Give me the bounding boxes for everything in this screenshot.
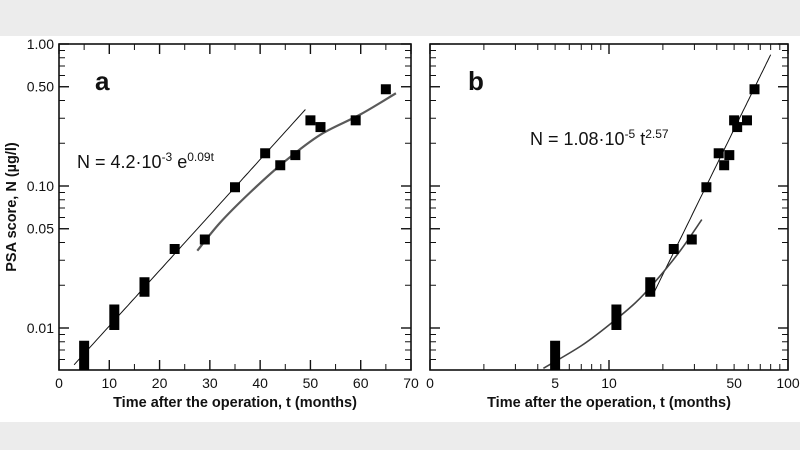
fit-equation: N = 1.08·10-5 t2.57 bbox=[530, 127, 669, 149]
equation-exponent-2: 0.09t bbox=[187, 150, 214, 164]
data-point bbox=[169, 244, 180, 255]
data-point bbox=[350, 115, 361, 126]
x-tick-label: 10 bbox=[601, 375, 617, 391]
x-tick-label: 60 bbox=[353, 375, 369, 391]
panel-label: a bbox=[95, 66, 110, 96]
data-point bbox=[109, 304, 120, 330]
data-point bbox=[305, 115, 316, 126]
fit-line bbox=[654, 54, 772, 292]
fit-line bbox=[73, 109, 306, 366]
equation-exponent-2: 2.57 bbox=[645, 127, 669, 141]
x-tick-label: 30 bbox=[202, 375, 218, 391]
y-tick-label: 0.01 bbox=[27, 320, 54, 336]
equation-exponent-1: -5 bbox=[625, 127, 636, 141]
x-tick-label: 50 bbox=[303, 375, 319, 391]
panel-label: b bbox=[468, 66, 484, 96]
data-point bbox=[199, 234, 210, 245]
data-point bbox=[315, 122, 326, 133]
data-point bbox=[668, 244, 679, 255]
data-point bbox=[701, 182, 712, 193]
y-tick-label: 1.00 bbox=[27, 36, 54, 52]
x-tick-label: 70 bbox=[403, 375, 419, 391]
figure-panel bbox=[0, 36, 800, 422]
data-point bbox=[724, 150, 735, 161]
fit-equation: N = 4.2·10-3 e0.09t bbox=[77, 150, 215, 172]
data-point bbox=[749, 84, 760, 95]
y-tick-label: 0.05 bbox=[27, 221, 54, 237]
y-tick-label: 0.50 bbox=[27, 79, 54, 95]
data-point bbox=[260, 148, 271, 159]
x-tick-label: 0 bbox=[426, 375, 434, 391]
second-fit-curve bbox=[196, 92, 397, 252]
chart-b: 0 5 10 50 100 Time after the operation, t (mo… bbox=[426, 43, 800, 411]
x-tick-label: 100 bbox=[776, 375, 800, 391]
data-point bbox=[645, 277, 656, 297]
x-tick-label: 40 bbox=[252, 375, 268, 391]
equation-mid: e bbox=[172, 152, 187, 172]
data-point bbox=[275, 160, 286, 171]
data-point bbox=[139, 277, 150, 297]
data-point bbox=[713, 148, 724, 159]
equation-mid: t bbox=[635, 129, 645, 149]
data-point bbox=[290, 150, 301, 161]
data-point bbox=[729, 115, 740, 126]
x-axis-label: Time after the operation, t (months) bbox=[113, 395, 357, 411]
data-point bbox=[230, 182, 240, 193]
data-point bbox=[686, 234, 697, 245]
x-tick-label: 0 bbox=[55, 375, 63, 391]
second-fit-curve bbox=[542, 219, 703, 370]
equation-exponent-1: -3 bbox=[162, 150, 173, 164]
x-axis-label: Time after the operation, t (months) bbox=[487, 395, 731, 411]
data-point bbox=[611, 304, 622, 330]
x-tick-label: 50 bbox=[726, 375, 742, 391]
chart-a: 0.01 0.05 0.10 0.50 1.00 PSA score, N (µg/l) 0… bbox=[4, 36, 419, 411]
data-point bbox=[550, 340, 561, 370]
equation-lhs: N = 1.08·10 bbox=[530, 129, 625, 149]
data-point bbox=[380, 84, 391, 95]
y-axis-label: PSA score, N (µg/l) bbox=[4, 142, 20, 272]
data-point bbox=[732, 122, 743, 133]
data-point bbox=[79, 340, 90, 370]
x-tick-label: 5 bbox=[551, 375, 559, 391]
x-tick-label: 20 bbox=[152, 375, 168, 391]
x-tick-label: 10 bbox=[101, 375, 117, 391]
y-tick-label: 0.10 bbox=[27, 178, 54, 194]
data-point bbox=[741, 115, 752, 126]
equation-lhs: N = 4.2·10 bbox=[77, 152, 162, 172]
data-point bbox=[719, 160, 730, 171]
